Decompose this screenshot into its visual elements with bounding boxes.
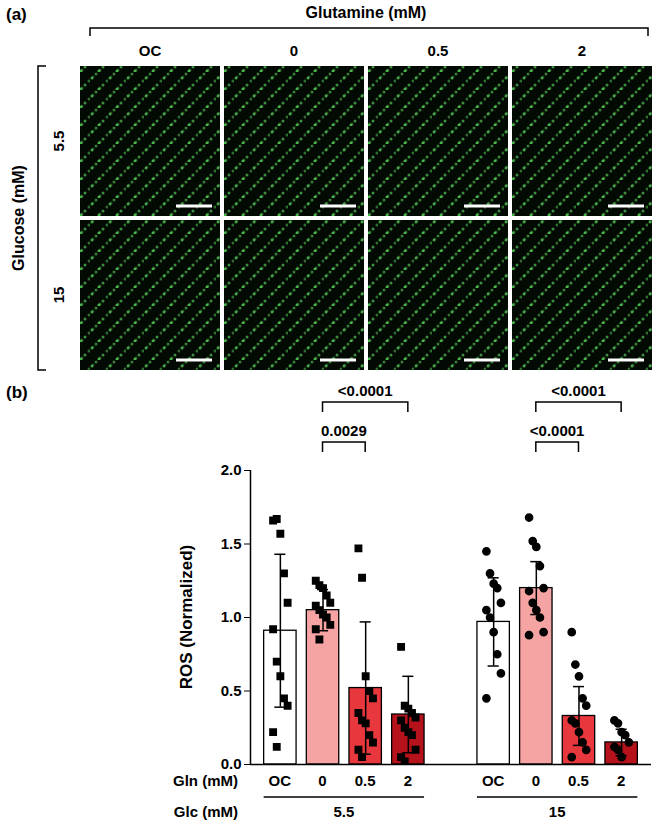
- svg-text:1.0: 1.0: [221, 608, 242, 625]
- svg-text:0: 0: [318, 772, 326, 789]
- svg-text:0: 0: [290, 42, 298, 59]
- svg-text:ROS (Normalized): ROS (Normalized): [177, 545, 196, 690]
- svg-text:2: 2: [578, 42, 586, 59]
- svg-text:0.0029: 0.0029: [321, 422, 367, 439]
- svg-text:15: 15: [50, 287, 67, 304]
- svg-text:0.5: 0.5: [221, 682, 242, 699]
- svg-text:OC: OC: [482, 772, 505, 789]
- svg-text:2: 2: [617, 772, 625, 789]
- svg-text:5.5: 5.5: [50, 131, 67, 152]
- svg-text:Glucose (mM): Glucose (mM): [10, 165, 27, 271]
- svg-text:5.5: 5.5: [333, 803, 354, 820]
- svg-text:Glutamine (mM): Glutamine (mM): [306, 4, 427, 21]
- svg-text:<0.0001: <0.0001: [551, 382, 606, 399]
- svg-text:(b): (b): [6, 383, 28, 402]
- svg-text:1.5: 1.5: [221, 535, 242, 552]
- svg-text:2: 2: [404, 772, 412, 789]
- svg-text:0.0: 0.0: [221, 755, 242, 772]
- svg-text:0.5: 0.5: [428, 42, 449, 59]
- svg-text:0.5: 0.5: [355, 772, 376, 789]
- svg-text:15: 15: [549, 803, 566, 820]
- svg-text:(a): (a): [6, 5, 27, 24]
- svg-text:0.5: 0.5: [568, 772, 589, 789]
- svg-text:Glc (mM): Glc (mM): [174, 803, 238, 820]
- svg-text:OC: OC: [269, 772, 292, 789]
- svg-text:<0.0001: <0.0001: [338, 382, 393, 399]
- svg-text:Gln (mM): Gln (mM): [173, 772, 238, 789]
- svg-text:<0.0001: <0.0001: [530, 422, 585, 439]
- svg-text:2.0: 2.0: [221, 461, 242, 478]
- svg-text:OC: OC: [139, 42, 162, 59]
- svg-text:0: 0: [532, 772, 540, 789]
